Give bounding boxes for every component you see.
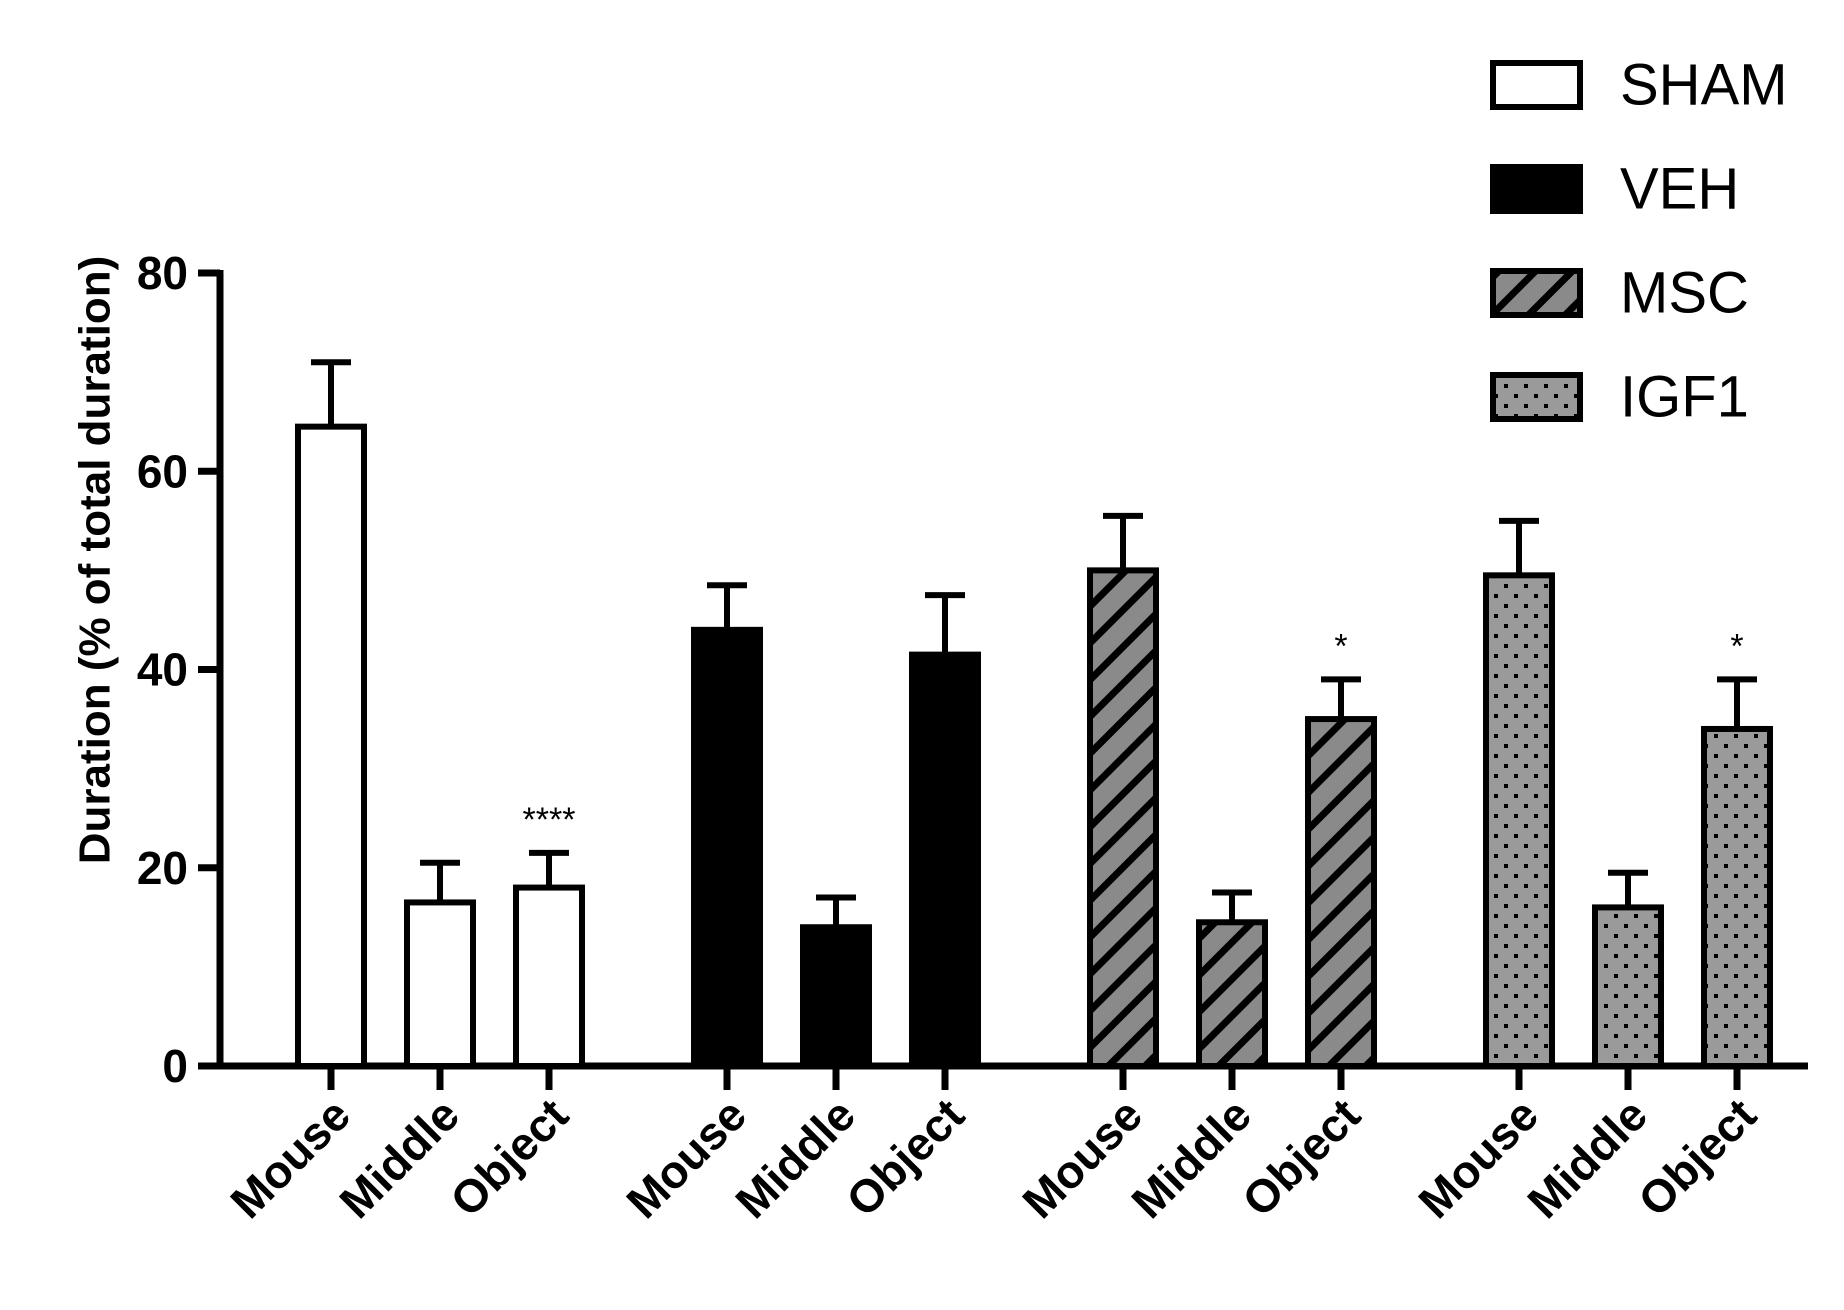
significance-label: * (1730, 627, 1743, 665)
bar-veh-middle (800, 924, 872, 1069)
y-tick-label: 60 (137, 445, 188, 497)
legend-label-msc: MSC (1620, 261, 1749, 326)
bars: ***** * (295, 359, 1773, 1070)
bar-msc-object (1305, 716, 1377, 1069)
bar-sham-object (513, 884, 585, 1070)
x-category-label: Middle (329, 1088, 469, 1228)
x-category-label: Mouse (1408, 1088, 1548, 1228)
x-category-label: Object (440, 1088, 578, 1226)
y-axis-title: Duration (% of total duration) (71, 256, 120, 865)
y-tick-label: 20 (137, 842, 188, 894)
bar-sham-middle (404, 899, 476, 1069)
significance-label: **** (523, 801, 576, 839)
x-category-label: Middle (725, 1088, 865, 1228)
bar-igf1-object (1701, 725, 1773, 1069)
x-category-label: Mouse (220, 1088, 360, 1228)
legend-swatch-igf1 (1490, 372, 1583, 422)
legend-swatch-veh (1490, 164, 1583, 214)
significance-label: * (1334, 627, 1347, 665)
legend-label-sham: SHAM (1620, 53, 1788, 118)
x-category-label: Mouse (616, 1088, 756, 1228)
bar-msc-middle (1196, 919, 1268, 1069)
y-tick-label: 80 (137, 247, 188, 299)
x-category-label: Object (1628, 1088, 1766, 1226)
x-category-label: Object (836, 1088, 974, 1226)
legend-label-veh: VEH (1620, 157, 1739, 222)
x-category-label: Mouse (1012, 1088, 1152, 1228)
x-category-label: Middle (1517, 1088, 1657, 1228)
bar-msc-mouse (1087, 567, 1159, 1069)
bar-veh-mouse (691, 626, 763, 1069)
legend-swatch-msc (1490, 268, 1583, 318)
legend: SHAM VEH MSC IGF1 (1490, 53, 1788, 430)
bar-igf1-mouse (1483, 572, 1555, 1069)
y-tick-label: 40 (137, 644, 188, 696)
x-category-label: Object (1232, 1088, 1370, 1226)
bar-igf1-middle (1592, 904, 1664, 1070)
legend-label-igf1: IGF1 (1620, 365, 1749, 430)
x-category-label: Middle (1121, 1088, 1261, 1228)
bar-sham-mouse (295, 423, 367, 1069)
bar-veh-object (909, 651, 981, 1069)
y-tick-label: 0 (162, 1040, 188, 1092)
legend-swatch-sham (1490, 60, 1583, 110)
